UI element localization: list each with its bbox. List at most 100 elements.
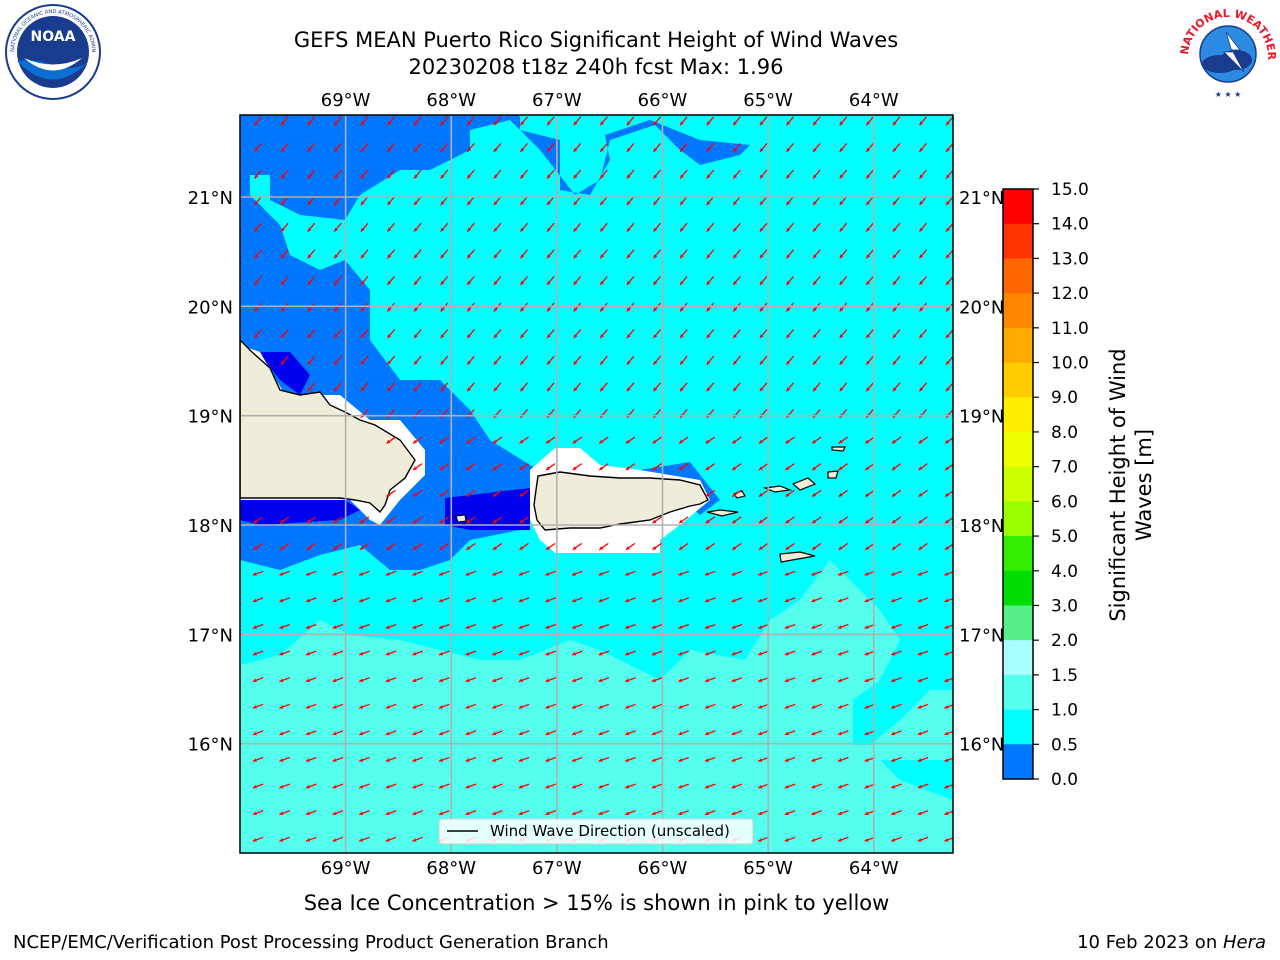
- wave-arrow-head: [465, 598, 470, 603]
- wave-arrow-head: [279, 678, 284, 683]
- wave-arrow-head: [492, 758, 497, 762]
- wave-arrow-head: [892, 201, 897, 206]
- wave-arrow-head: [359, 838, 364, 842]
- wave-arrow-head: [785, 439, 790, 444]
- footer-credit: NCEP/EMC/Verification Post Processing Pr…: [13, 932, 609, 953]
- wave-arrow-head: [891, 811, 896, 816]
- lon-tick-label-top: 69°W: [321, 90, 371, 111]
- wave-arrow-head: [520, 201, 525, 206]
- wave-arrow-head: [547, 334, 551, 339]
- wave-arrow-head: [279, 758, 284, 762]
- wave-arrow-head: [412, 678, 417, 683]
- legend-label: Wind Wave Direction (unscaled): [490, 822, 730, 840]
- wave-arrow-head: [892, 147, 897, 152]
- wave-arrow-head: [439, 492, 444, 497]
- wave-arrow-head: [812, 546, 817, 550]
- wave-arrow-head: [838, 784, 842, 789]
- virgin-islands-land: [791, 477, 817, 491]
- wave-arrow-head: [865, 546, 870, 550]
- wave-arrow-head: [626, 254, 631, 259]
- map-title: GEFS MEAN Puerto Rico Significant Height…: [293, 28, 899, 52]
- wave-arrow-head: [572, 598, 576, 603]
- wave-arrow-head: [706, 121, 711, 126]
- wave-arrow-head: [281, 307, 285, 312]
- wave-arrow-head: [467, 121, 471, 126]
- wave-arrow-head: [307, 360, 312, 365]
- wave-arrow-head: [733, 227, 737, 232]
- wave-arrow-head: [758, 731, 763, 736]
- wave-arrow-head: [838, 705, 842, 709]
- wave-arrow-head: [892, 227, 897, 232]
- wave-arrow-head: [784, 705, 789, 709]
- wave-arrow-head: [653, 201, 658, 206]
- wave-arrow-head: [678, 731, 683, 736]
- wave-arrow-head: [759, 307, 764, 312]
- colorbar-segment: [1003, 397, 1033, 433]
- wave-arrow-head: [864, 838, 869, 842]
- wave-arrow-head: [600, 360, 604, 365]
- wave-arrow-head: [254, 121, 259, 126]
- colorbar-segment: [1003, 258, 1033, 294]
- wave-arrow-head: [413, 519, 418, 524]
- wave-arrow-head: [917, 625, 922, 629]
- wave-arrow-head: [493, 254, 498, 259]
- wave-arrow-head: [706, 280, 711, 285]
- wave-arrow-head: [414, 334, 418, 339]
- wave-arrow-head: [412, 731, 417, 736]
- wave-arrow-head: [519, 492, 524, 497]
- wave-arrow-head: [492, 439, 497, 444]
- wave-arrow-head: [706, 254, 711, 259]
- wave-arrow-head: [626, 334, 631, 339]
- wave-arrow-head: [785, 519, 790, 524]
- wave-arrow-head: [891, 678, 896, 683]
- wave-arrow-head: [625, 784, 630, 789]
- wave-arrow-head: [733, 121, 737, 126]
- wave-arrow-head: [891, 731, 896, 736]
- colorbar-tick-label: 1.0: [1051, 701, 1078, 721]
- wave-arrow-head: [439, 572, 443, 576]
- wave-arrow-head: [892, 307, 897, 312]
- wave-arrow-head: [786, 227, 791, 232]
- wave-arrow-head: [866, 254, 870, 259]
- wave-arrow-head: [625, 625, 630, 629]
- wave-arrow-head: [918, 519, 923, 524]
- wave-arrow-head: [866, 387, 870, 392]
- wave-arrow-head: [600, 201, 604, 206]
- lat-tick-label-left: 20°N: [188, 297, 233, 318]
- wave-arrow-head: [413, 492, 418, 497]
- wave-arrow-head: [705, 705, 709, 709]
- wave-arrow-head: [492, 678, 497, 683]
- wave-arrow-head: [864, 705, 869, 709]
- wave-arrow-head: [387, 254, 392, 259]
- wave-arrow-head: [281, 201, 285, 206]
- wave-arrow-head: [839, 121, 844, 126]
- wave-arrow-head: [600, 387, 604, 392]
- wave-arrow-head: [892, 174, 897, 179]
- wave-arrow-head: [600, 227, 604, 232]
- wave-arrow-head: [520, 360, 525, 365]
- wave-arrow-head: [572, 678, 576, 683]
- wave-arrow-head: [545, 572, 550, 576]
- wave-arrow-head: [412, 625, 417, 629]
- wave-arrow-head: [946, 360, 950, 365]
- wave-arrow-head: [838, 731, 842, 736]
- wave-arrow-head: [334, 201, 338, 206]
- wave-arrow-head: [307, 334, 312, 339]
- wave-arrow-head: [705, 651, 709, 656]
- wave-arrow-head: [625, 466, 630, 470]
- lon-tick-label-bottom: 64°W: [849, 858, 899, 879]
- wave-arrow-head: [572, 758, 576, 762]
- wave-arrow-head: [919, 280, 924, 285]
- wave-arrow-head: [680, 307, 684, 312]
- wave-arrow-head: [839, 254, 844, 259]
- wave-arrow-head: [919, 334, 924, 339]
- wave-arrow-head: [813, 360, 817, 365]
- wave-arrow-head: [706, 387, 711, 392]
- wave-arrow-head: [307, 227, 312, 232]
- lat-tick-label-left: 16°N: [188, 735, 233, 756]
- wave-arrow-head: [572, 731, 576, 736]
- wave-arrow-head: [306, 731, 310, 736]
- wave-arrow-head: [731, 651, 736, 656]
- wave-arrow-head: [731, 731, 736, 736]
- wave-arrow-head: [813, 227, 817, 232]
